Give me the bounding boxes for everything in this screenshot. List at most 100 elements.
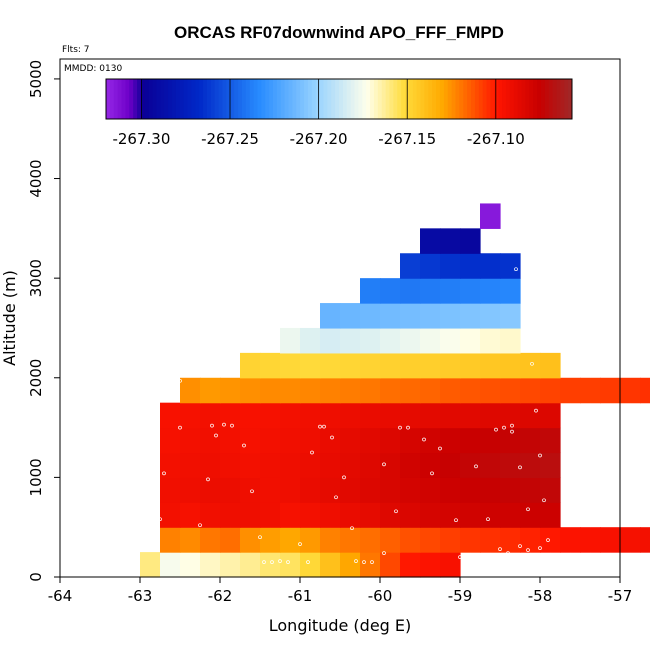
colorbar-segment xyxy=(261,79,266,119)
heatmap-cell xyxy=(280,352,301,379)
heatmap-cell xyxy=(280,377,301,404)
colorbar-segment xyxy=(257,79,262,119)
heatmap-cell xyxy=(620,527,641,553)
sample-point xyxy=(498,547,502,551)
sample-point xyxy=(394,509,398,514)
sample-point xyxy=(354,559,358,563)
heatmap-cell xyxy=(160,452,181,478)
heatmap-cell xyxy=(240,477,261,503)
colorbar-segment xyxy=(218,79,223,119)
sample-point xyxy=(514,267,518,272)
colorbar-segment xyxy=(269,79,274,119)
colorbar-segment xyxy=(339,79,344,119)
heatmap-cell xyxy=(220,402,241,429)
heatmap-cell xyxy=(300,502,321,528)
heatmap-cell xyxy=(420,327,441,354)
sample-point xyxy=(222,422,226,427)
heatmap-cell xyxy=(380,352,401,379)
sample-point xyxy=(270,560,274,564)
heatmap-cell xyxy=(480,303,501,329)
heatmap-cell xyxy=(160,427,181,454)
heatmap-cell xyxy=(500,303,521,329)
heatmap-cell xyxy=(360,452,381,478)
heatmap-cell xyxy=(420,253,441,279)
heatmap-cell xyxy=(260,477,281,503)
sample-point xyxy=(406,425,410,430)
heatmap-cell xyxy=(340,477,361,503)
heatmap-cell xyxy=(320,352,341,379)
heatmap-cell xyxy=(460,502,481,528)
sample-point xyxy=(522,314,526,318)
heatmap-cell xyxy=(540,452,561,478)
colorbar-segment xyxy=(486,79,491,119)
heatmap-cell xyxy=(340,327,361,354)
y-tick-label: 1000 xyxy=(27,458,45,496)
heatmap-cell xyxy=(480,527,501,553)
heatmap-cell xyxy=(500,527,521,553)
heatmap-cell xyxy=(420,502,441,528)
heatmap-cell xyxy=(240,502,261,528)
heatmap-cell xyxy=(180,452,201,478)
heatmap-cell xyxy=(440,303,461,329)
heatmap-cell xyxy=(460,452,481,478)
y-tick-label: 4000 xyxy=(27,159,45,197)
colorbar-segment xyxy=(416,79,422,119)
heatmap-cell xyxy=(400,377,421,404)
colorbar-segment xyxy=(292,79,297,119)
colorbar-segment xyxy=(459,79,464,119)
sample-point xyxy=(438,446,442,451)
heatmap-cell xyxy=(400,552,421,578)
sample-point xyxy=(230,423,234,428)
colorbar-segment xyxy=(284,79,290,119)
colorbar-segment xyxy=(474,79,480,119)
colorbar-segment xyxy=(241,79,247,119)
heatmap-cell xyxy=(440,253,461,279)
heatmap-cell xyxy=(540,427,561,454)
colorbar-tick-label: -267.20 xyxy=(290,130,348,148)
heatmap-cell xyxy=(400,278,421,304)
colorbar-segment xyxy=(206,79,212,119)
sample-point xyxy=(382,462,386,467)
heatmap-cell xyxy=(280,527,301,553)
sample-point xyxy=(478,555,482,559)
heatmap-cell xyxy=(340,452,361,478)
heatmap-cell xyxy=(620,377,641,404)
colorbar-tick-label: -267.15 xyxy=(378,130,436,148)
heatmap-cell xyxy=(280,402,301,429)
heatmap-cell xyxy=(460,477,481,503)
heatmap-cell xyxy=(340,427,361,454)
sample-point xyxy=(178,425,182,430)
heatmap-cell xyxy=(460,402,481,429)
heatmap-cell xyxy=(460,427,481,454)
colorbar-segment xyxy=(307,79,313,119)
heatmap-cell xyxy=(360,377,381,404)
date-annotation: MMDD: 0130 xyxy=(64,64,122,74)
heatmap-cell xyxy=(500,402,521,429)
heatmap-cell xyxy=(220,427,241,454)
colorbar-segment xyxy=(245,79,251,119)
heatmap-cell xyxy=(420,228,441,254)
colorbar: -267.30 -267.25 -267.20 -267.15 -267.10 xyxy=(105,78,573,148)
colorbar-segment xyxy=(106,79,111,119)
heatmap-cell xyxy=(440,327,461,354)
heatmap-cell xyxy=(360,502,381,528)
heatmap-cell xyxy=(200,552,221,578)
heatmap-cell xyxy=(400,402,421,429)
colorbar-segment xyxy=(327,79,332,119)
colorbar-segment xyxy=(311,79,317,119)
colorbar-segment xyxy=(175,79,181,119)
heatmap-cell xyxy=(520,427,541,454)
heatmap-cell xyxy=(480,327,501,354)
sample-point xyxy=(350,526,354,531)
sample-point xyxy=(462,560,466,564)
colorbar-segment xyxy=(432,79,437,119)
heatmap-cell xyxy=(500,352,521,379)
colorbar-segment xyxy=(238,79,243,119)
colorbar-segment xyxy=(447,79,453,119)
heatmap-cell xyxy=(400,502,421,528)
heatmap-cell xyxy=(240,452,261,478)
colorbar-segment xyxy=(533,79,538,119)
x-axis-label: Longitude (deg E) xyxy=(269,616,412,635)
heatmap-cell xyxy=(300,452,321,478)
